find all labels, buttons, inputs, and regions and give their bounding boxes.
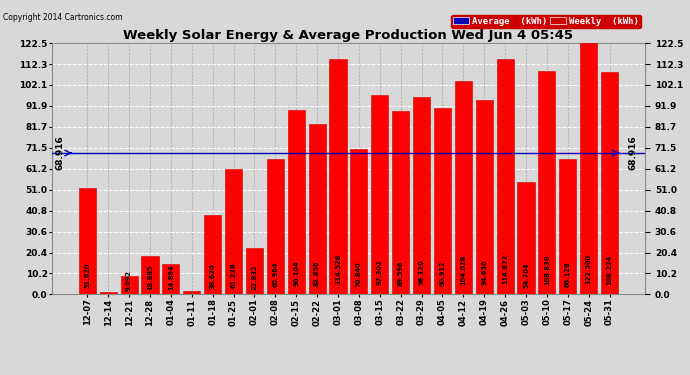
Text: 114.872: 114.872	[502, 254, 508, 284]
Text: 104.028: 104.028	[460, 255, 466, 285]
Bar	[225, 169, 242, 294]
Text: 66.128: 66.128	[565, 262, 571, 287]
Text: 122.500: 122.500	[586, 254, 592, 284]
Text: 89.596: 89.596	[397, 260, 404, 286]
Bar	[392, 111, 409, 294]
Text: 108.830: 108.830	[544, 254, 550, 285]
Bar	[329, 60, 346, 294]
Text: Copyright 2014 Cartronics.com: Copyright 2014 Cartronics.com	[3, 13, 123, 22]
Bar	[475, 100, 493, 294]
Text: 18.885: 18.885	[147, 265, 153, 290]
Text: 70.840: 70.840	[356, 261, 362, 287]
Bar	[288, 110, 305, 294]
Text: 96.120: 96.120	[419, 260, 424, 285]
Bar	[141, 256, 159, 294]
Bar	[580, 43, 598, 294]
Text: 14.864: 14.864	[168, 265, 174, 290]
Bar	[246, 248, 263, 294]
Bar	[121, 276, 137, 294]
Bar	[79, 188, 96, 294]
Bar	[267, 159, 284, 294]
Bar	[518, 182, 535, 294]
Text: 68.916: 68.916	[55, 136, 64, 170]
Bar	[413, 97, 430, 294]
Bar	[601, 72, 618, 294]
Text: 108.224: 108.224	[607, 254, 613, 285]
Legend: Average  (kWh), Weekly  (kWh): Average (kWh), Weekly (kWh)	[451, 15, 640, 28]
Text: 97.302: 97.302	[377, 260, 383, 285]
Text: 61.228: 61.228	[230, 262, 237, 288]
Text: 51.820: 51.820	[84, 262, 90, 288]
Bar	[434, 108, 451, 294]
Bar	[497, 59, 514, 294]
Bar	[308, 124, 326, 294]
Bar	[204, 215, 221, 294]
Bar	[351, 149, 368, 294]
Bar	[162, 264, 179, 294]
Text: 38.620: 38.620	[210, 263, 216, 289]
Bar	[371, 95, 388, 294]
Text: 54.704: 54.704	[523, 262, 529, 288]
Text: 114.528: 114.528	[335, 254, 341, 284]
Text: 82.856: 82.856	[314, 261, 320, 286]
Text: 9.092: 9.092	[126, 270, 132, 291]
Text: 94.650: 94.650	[481, 260, 487, 285]
Bar	[183, 291, 200, 294]
Text: 68.916: 68.916	[629, 136, 638, 170]
Text: 65.964: 65.964	[273, 262, 278, 287]
Bar	[99, 292, 117, 294]
Text: 90.912: 90.912	[440, 260, 446, 286]
Text: 90.104: 90.104	[293, 260, 299, 286]
Title: Weekly Solar Energy & Average Production Wed Jun 4 05:45: Weekly Solar Energy & Average Production…	[124, 29, 573, 42]
Bar	[538, 71, 555, 294]
Text: 22.832: 22.832	[251, 264, 257, 290]
Bar	[455, 81, 472, 294]
Bar	[560, 159, 576, 294]
